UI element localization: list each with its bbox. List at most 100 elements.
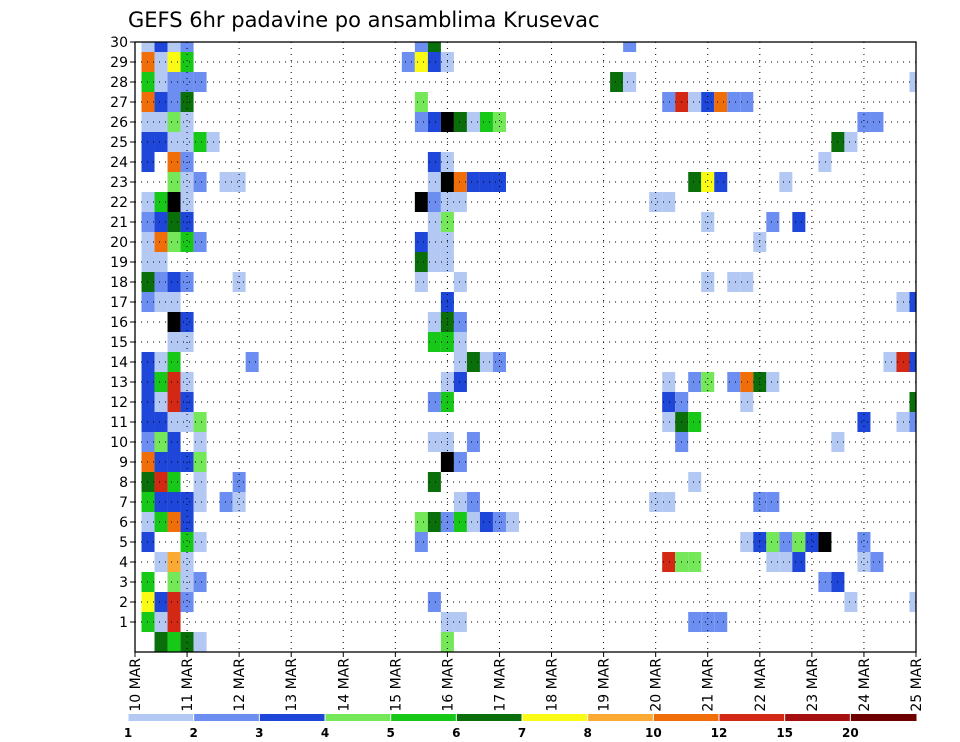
heatmap-cell — [779, 172, 793, 192]
heatmap-cell — [167, 172, 181, 192]
heatmap-cell — [453, 452, 467, 472]
heatmap-cell — [727, 92, 741, 112]
heatmap-cell — [466, 172, 480, 192]
heatmap-cell — [180, 132, 194, 152]
heatmap-cell — [167, 612, 181, 632]
heatmap-cell — [167, 92, 181, 112]
heatmap-cell — [766, 372, 780, 392]
heatmap-cell — [766, 492, 780, 512]
heatmap-cell — [154, 632, 168, 652]
heatmap-cell — [180, 52, 194, 72]
heatmap-cell — [453, 272, 467, 292]
heatmap-cell — [154, 272, 168, 292]
heatmap-cell — [141, 532, 155, 552]
heatmap-cell — [414, 232, 428, 252]
heatmap-cell — [505, 512, 519, 532]
heatmap-cell — [427, 152, 441, 172]
heatmap-cell — [219, 492, 233, 512]
y-tick-label: 28 — [110, 75, 128, 91]
heatmap-cell — [857, 112, 871, 132]
y-tick-label: 12 — [110, 395, 128, 411]
heatmap-cell — [818, 532, 832, 552]
heatmap-cell — [193, 412, 207, 432]
heatmap-cell — [818, 152, 832, 172]
x-tick-label: 23 MAR — [805, 658, 821, 712]
heatmap-cell — [427, 252, 441, 272]
heatmap-cell — [167, 392, 181, 412]
y-tick-label: 29 — [110, 55, 128, 71]
heatmap-cell — [414, 42, 428, 52]
y-tick-label: 7 — [119, 495, 128, 511]
heatmap-cell — [154, 42, 168, 52]
heatmap-cell — [193, 132, 207, 152]
x-tick-label: 11 MAR — [180, 658, 196, 712]
heatmap-cell — [167, 292, 181, 312]
heatmap-cell — [167, 312, 181, 332]
y-tick-label: 26 — [110, 115, 128, 131]
heatmap-cell — [154, 412, 168, 432]
heatmap-cell — [167, 352, 181, 372]
heatmap-cell — [232, 492, 246, 512]
y-tick-label: 30 — [110, 35, 128, 51]
heatmap-cell — [453, 352, 467, 372]
heatmap-cell — [141, 512, 155, 532]
heatmap-cell — [740, 372, 754, 392]
heatmap-cell — [649, 192, 663, 212]
y-tick-label: 4 — [119, 555, 128, 571]
legend-label: 3 — [255, 726, 263, 740]
heatmap-cell — [167, 412, 181, 432]
heatmap-cell — [154, 112, 168, 132]
heatmap-cell — [167, 372, 181, 392]
heatmap-cell — [167, 452, 181, 472]
heatmap-cell — [167, 42, 181, 52]
y-tick-label: 8 — [119, 475, 128, 491]
heatmap-cell — [714, 612, 728, 632]
heatmap-cell — [883, 352, 897, 372]
heatmap-cell — [180, 372, 194, 392]
heatmap-cell — [141, 152, 155, 172]
heatmap-cell — [466, 432, 480, 452]
y-tick-label: 21 — [110, 215, 128, 231]
heatmap-cell — [141, 292, 155, 312]
legend-swatch — [850, 714, 917, 721]
heatmap-cell — [662, 552, 676, 572]
heatmap-cell — [792, 212, 806, 232]
heatmap-cell — [167, 632, 181, 652]
heatmap-cell — [154, 432, 168, 452]
heatmap-cell — [141, 42, 155, 52]
heatmap-cell — [141, 492, 155, 512]
heatmap-cell — [141, 92, 155, 112]
heatmap-cell — [766, 552, 780, 572]
heatmap-cell — [414, 512, 428, 532]
heatmap-cell — [141, 72, 155, 92]
heatmap-cell — [714, 172, 728, 192]
heatmap-cell — [688, 172, 702, 192]
y-tick-label: 13 — [110, 375, 128, 391]
heatmap-cell — [662, 372, 676, 392]
heatmap-cell — [414, 272, 428, 292]
heatmap-cell — [466, 352, 480, 372]
heatmap-cell — [427, 332, 441, 352]
heatmap-cell — [167, 432, 181, 452]
heatmap-cell — [232, 472, 246, 492]
y-tick-label: 24 — [110, 155, 128, 171]
legend-label: 10 — [645, 726, 662, 740]
heatmap-cell — [792, 552, 806, 572]
heatmap-cell — [141, 432, 155, 452]
heatmap-cell — [154, 612, 168, 632]
heatmap-cell — [479, 112, 493, 132]
heatmap-cell — [896, 292, 910, 312]
heatmap-cell — [857, 532, 871, 552]
x-tick-label: 19 MAR — [597, 658, 613, 712]
legend-swatch — [587, 714, 654, 721]
heatmap-cell — [453, 372, 467, 392]
x-tick-label: 21 MAR — [701, 658, 717, 712]
heatmap-cell — [857, 412, 871, 432]
heatmap-cell — [427, 592, 441, 612]
heatmap-cell — [662, 412, 676, 432]
legend-swatch — [784, 714, 851, 721]
heatmap-cell — [740, 92, 754, 112]
heatmap-cell — [623, 42, 637, 52]
y-tick-label: 23 — [110, 175, 128, 191]
